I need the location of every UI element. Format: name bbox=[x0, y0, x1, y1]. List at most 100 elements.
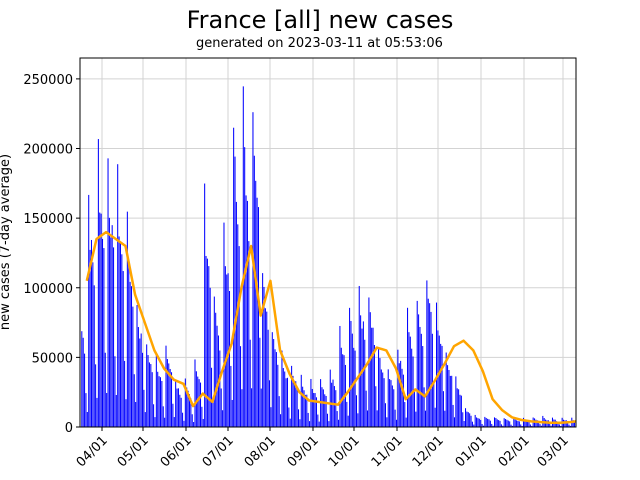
bar bbox=[108, 217, 110, 427]
bar bbox=[256, 197, 258, 427]
bar bbox=[154, 417, 156, 427]
bar bbox=[246, 200, 248, 427]
bar bbox=[527, 421, 529, 427]
bar bbox=[219, 350, 221, 427]
bar bbox=[234, 156, 236, 427]
bar bbox=[89, 249, 91, 427]
bar bbox=[102, 238, 104, 427]
bar bbox=[522, 417, 525, 427]
bar bbox=[500, 424, 502, 427]
bar bbox=[482, 425, 484, 427]
bar bbox=[244, 147, 246, 427]
bar bbox=[514, 419, 516, 427]
bar bbox=[88, 194, 90, 427]
bar bbox=[216, 325, 218, 427]
x-tick-label: 05/01 bbox=[115, 433, 152, 470]
bar bbox=[476, 417, 478, 427]
bar bbox=[175, 379, 177, 427]
x-tick-label: 07/01 bbox=[200, 433, 237, 470]
bar bbox=[487, 418, 489, 427]
bar bbox=[404, 402, 406, 427]
bar bbox=[470, 415, 472, 427]
bar bbox=[390, 380, 392, 427]
bar bbox=[535, 419, 537, 427]
bar bbox=[489, 420, 491, 427]
bar bbox=[502, 425, 504, 427]
bar bbox=[456, 388, 458, 427]
bar bbox=[107, 158, 109, 427]
bar bbox=[333, 386, 335, 427]
bar bbox=[285, 378, 287, 427]
bar bbox=[253, 155, 255, 427]
bar bbox=[151, 372, 153, 427]
y-tick-label: 50000 bbox=[32, 351, 73, 366]
bar bbox=[139, 338, 141, 427]
bar bbox=[248, 241, 250, 427]
bar bbox=[413, 391, 415, 427]
bar bbox=[300, 374, 302, 427]
bar bbox=[378, 348, 380, 427]
bar bbox=[182, 412, 184, 427]
bar bbox=[513, 418, 515, 427]
bar bbox=[82, 337, 84, 427]
bar bbox=[211, 367, 213, 427]
bar bbox=[226, 274, 228, 427]
bar bbox=[206, 258, 208, 427]
bar bbox=[81, 331, 83, 427]
bar bbox=[419, 326, 421, 427]
bar bbox=[361, 328, 363, 427]
bar bbox=[325, 395, 327, 427]
bar bbox=[273, 338, 275, 427]
bar bbox=[270, 407, 272, 427]
bar bbox=[133, 374, 135, 427]
bar bbox=[183, 420, 185, 427]
bar bbox=[166, 359, 168, 427]
bar bbox=[257, 207, 260, 427]
bar bbox=[238, 246, 240, 427]
bar bbox=[505, 419, 507, 427]
bar bbox=[358, 285, 360, 427]
bar bbox=[524, 419, 526, 427]
bar bbox=[416, 300, 418, 427]
bar bbox=[172, 403, 174, 427]
bar bbox=[310, 378, 312, 427]
bar bbox=[293, 381, 295, 427]
bar bbox=[351, 333, 353, 427]
bar bbox=[509, 421, 511, 427]
bar bbox=[353, 347, 355, 427]
bar bbox=[480, 419, 482, 427]
bar bbox=[568, 424, 570, 427]
bar bbox=[233, 127, 235, 427]
bar bbox=[437, 330, 439, 427]
bar bbox=[165, 345, 167, 427]
bar bbox=[444, 410, 446, 427]
bar bbox=[164, 417, 166, 427]
bar bbox=[540, 425, 542, 427]
bar bbox=[364, 339, 366, 427]
bar bbox=[86, 411, 88, 427]
bar bbox=[401, 368, 403, 427]
bar bbox=[180, 397, 182, 427]
bar bbox=[430, 311, 432, 427]
bar bbox=[459, 394, 461, 427]
bar bbox=[195, 371, 197, 427]
bar bbox=[291, 365, 293, 427]
bar bbox=[407, 307, 409, 427]
bar bbox=[354, 350, 356, 427]
bar bbox=[318, 421, 320, 427]
bar bbox=[375, 386, 377, 427]
bar bbox=[360, 315, 362, 427]
bar bbox=[485, 417, 487, 427]
bar bbox=[355, 395, 357, 427]
bar bbox=[460, 395, 462, 427]
bar bbox=[249, 339, 251, 427]
bar bbox=[85, 393, 87, 427]
bar bbox=[224, 266, 226, 427]
bar bbox=[510, 424, 512, 427]
bar bbox=[213, 296, 215, 427]
bar bbox=[278, 396, 280, 427]
bar bbox=[340, 347, 342, 427]
bar bbox=[488, 419, 490, 427]
bar bbox=[282, 368, 284, 427]
chart-subtitle: generated on 2023-03-11 at 05:53:06 bbox=[196, 36, 443, 51]
